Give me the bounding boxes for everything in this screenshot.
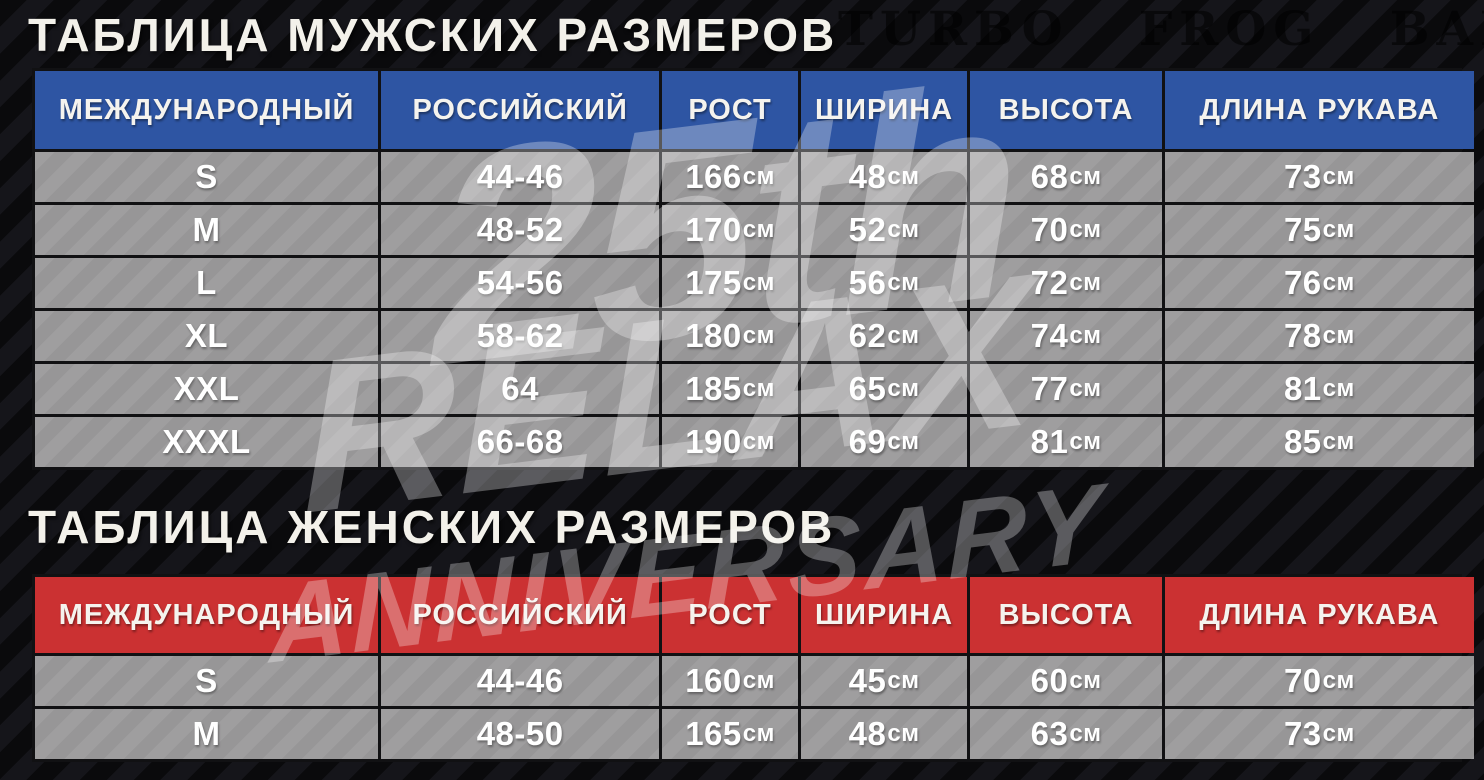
data-cell: XXXL: [35, 417, 379, 467]
data-cell: 48 см: [800, 152, 968, 202]
data-cell: 85 см: [1164, 417, 1474, 467]
header-cell: МЕЖДУНАРОДНЫЙ: [35, 577, 379, 653]
header-cell: РОСТ: [662, 71, 798, 149]
data-cell: 180 см: [662, 311, 798, 361]
data-cell: 81 см: [1164, 364, 1474, 414]
data-cell: 190 см: [662, 417, 798, 467]
data-cell: 45 см: [800, 656, 968, 706]
data-cell: 48 см: [800, 709, 968, 759]
data-cell: 48-50: [381, 709, 660, 759]
header-cell: ШИРИНА: [800, 577, 968, 653]
data-cell: 64: [381, 364, 660, 414]
data-cell: 44-46: [381, 656, 660, 706]
mens-size-table: МЕЖДУНАРОДНЫЙ РОССИЙСКИЙ РОСТ ШИРИНА ВЫСОТА Д…: [32, 68, 1474, 470]
data-cell: 44-46: [381, 152, 660, 202]
data-cell: 70 см: [970, 205, 1162, 255]
header-cell: РОСТ: [662, 577, 798, 653]
data-cell: 166 см: [662, 152, 798, 202]
data-cell: 81 см: [970, 417, 1162, 467]
data-cell: 62 см: [800, 311, 968, 361]
data-cell: 77 см: [970, 364, 1162, 414]
data-cell: 175 см: [662, 258, 798, 308]
header-cell: ДЛИНА РУКАВА: [1164, 577, 1474, 653]
data-cell: S: [35, 152, 379, 202]
data-cell: 165 см: [662, 709, 798, 759]
data-cell: 73 см: [1164, 152, 1474, 202]
data-cell: 66-68: [381, 417, 660, 467]
data-cell: 52 см: [800, 205, 968, 255]
data-cell: 48-52: [381, 205, 660, 255]
header-cell: РОССИЙСКИЙ: [381, 577, 660, 653]
data-cell: 75 см: [1164, 205, 1474, 255]
header-cell: РОССИЙСКИЙ: [381, 71, 660, 149]
data-cell: 170 см: [662, 205, 798, 255]
header-cell: ДЛИНА РУКАВА: [1164, 71, 1474, 149]
background-stencil-text: TURBO FROG BAN: [838, 2, 1484, 57]
data-cell: 76 см: [1164, 258, 1474, 308]
mens-table-title: ТАБЛИЦА МУЖСКИХ РАЗМЕРОВ: [28, 9, 838, 61]
data-cell: XL: [35, 311, 379, 361]
data-cell: 78 см: [1164, 311, 1474, 361]
womens-table-title: ТАБЛИЦА ЖЕНСКИХ РАЗМЕРОВ: [28, 501, 836, 553]
data-cell: L: [35, 258, 379, 308]
womens-size-table: МЕЖДУНАРОДНЫЙ РОССИЙСКИЙ РОСТ ШИРИНА ВЫСОТА Д…: [32, 574, 1474, 762]
data-cell: 68 см: [970, 152, 1162, 202]
data-cell: 54-56: [381, 258, 660, 308]
data-cell: 160 см: [662, 656, 798, 706]
data-cell: 72 см: [970, 258, 1162, 308]
data-cell: 56 см: [800, 258, 968, 308]
header-cell: МЕЖДУНАРОДНЫЙ: [35, 71, 379, 149]
data-cell: 73 см: [1164, 709, 1474, 759]
header-cell: ВЫСОТА: [970, 71, 1162, 149]
header-cell: ШИРИНА: [800, 71, 968, 149]
data-cell: 63 см: [970, 709, 1162, 759]
data-cell: 60 см: [970, 656, 1162, 706]
data-cell: 69 см: [800, 417, 968, 467]
data-cell: 65 см: [800, 364, 968, 414]
data-cell: 74 см: [970, 311, 1162, 361]
data-cell: XXL: [35, 364, 379, 414]
data-cell: 58-62: [381, 311, 660, 361]
header-cell: ВЫСОТА: [970, 577, 1162, 653]
data-cell: S: [35, 656, 379, 706]
data-cell: 70 см: [1164, 656, 1474, 706]
data-cell: M: [35, 709, 379, 759]
data-cell: M: [35, 205, 379, 255]
data-cell: 185 см: [662, 364, 798, 414]
